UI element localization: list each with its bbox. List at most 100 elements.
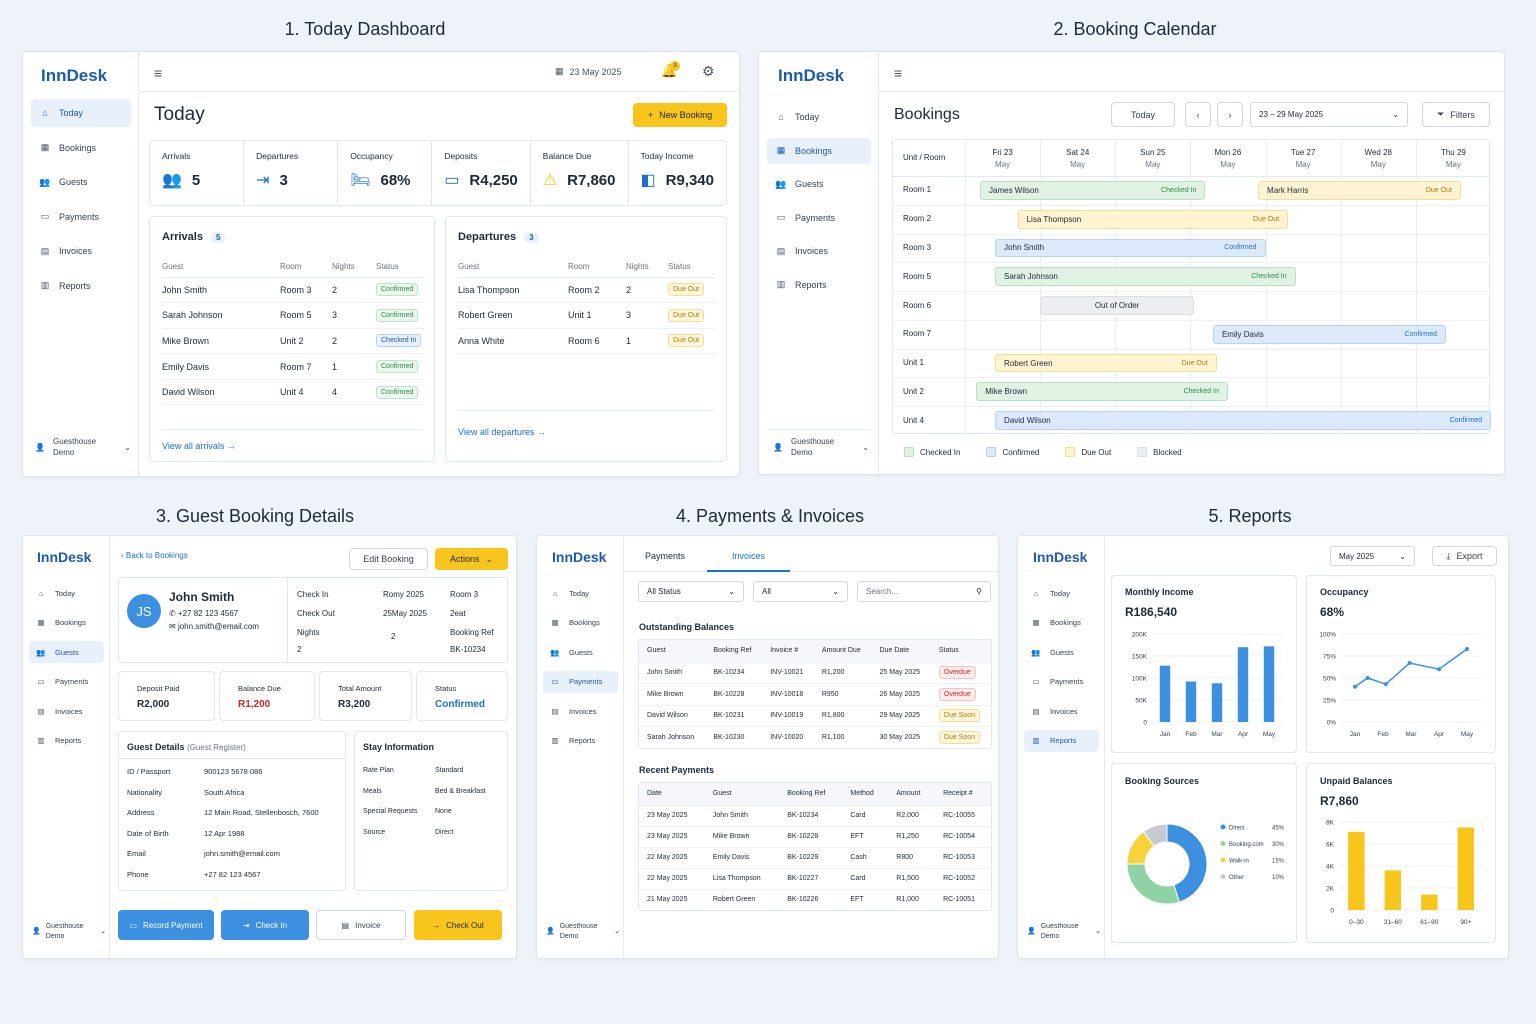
table-row[interactable]: Mike Brown BK-10228 INV-10018 R950 26 May 20… [639,683,991,706]
user-menu[interactable]: 👤 Guesthouse Demo ⌄ [1027,922,1101,942]
table-row[interactable]: Lisa Thompson Room 2 2 Due Out [458,277,716,303]
arrow-right-icon: → [226,441,236,451]
sidebar-item-today[interactable]: ⌂ Today [1024,582,1099,604]
sidebar-item-today[interactable]: ⌂ Today [29,582,104,604]
sidebar-item-reports[interactable]: ▥ Reports [29,730,104,752]
table-row[interactable]: Emily Davis Room 7 1 Confirmed [162,354,424,380]
back-to-bookings-link[interactable]: ‹ Back to Bookings [121,551,188,560]
status-filter-select[interactable]: All Status ⌄ [638,581,744,602]
table-row[interactable]: 22 May 2025 Emily Davis BK-10229 Cash R800 RC… [639,847,991,868]
booking-bar[interactable]: Emily Davis Confirmed [1212,324,1446,344]
table-row[interactable]: John Smith BK-10234 INV-10021 R1,200 25 May … [639,662,991,684]
user-menu[interactable]: 👤 Guesthouse Demo ⌄ [32,922,106,942]
filters-button[interactable]: ⏷ Filters [1422,102,1490,127]
table-row[interactable]: David Wilson Unit 4 4 Confirmed [162,379,424,405]
sidebar-item-invoices[interactable]: ▤ Invoices [29,700,104,722]
check-in-button[interactable]: ⇥ Check In [221,910,309,940]
sidebar-item-invoices[interactable]: ▤ Invoices [31,237,131,265]
actions-button[interactable]: Actions ⌄ [435,548,508,570]
status-badge: Overdue [938,666,976,680]
search-input[interactable]: Search... ⚲ [857,581,991,602]
table-row[interactable]: 22 May 2025 Lisa Thompson BK-10227 Card R1,5… [639,868,991,889]
tab-invoices[interactable]: Invoices [707,536,790,572]
table-row[interactable]: 23 May 2025 Mike Brown BK-10228 EFT R1,250 RC… [639,826,991,847]
sidebar-item-today[interactable]: ⌂ Today [767,104,871,130]
table-row[interactable]: Mike Brown Unit 2 2 Checked In [162,328,424,354]
type-filter-select[interactable]: All ⌄ [753,581,848,602]
invoice-button[interactable]: ▤ Invoice [316,910,406,940]
sidebar-item-payments[interactable]: ▭ Payments [31,203,131,231]
table-row[interactable]: 23 May 2025 John Smith BK-10234 Card R2,000 R… [639,805,991,826]
date-display[interactable]: ▦ 23 May 2025 [555,66,622,77]
sidebar-item-guests[interactable]: 👥 Guests [543,641,618,663]
sidebar-item-reports[interactable]: ▥ Reports [767,272,871,298]
booking-bar[interactable]: John Smith Confirmed [995,238,1266,258]
sidebar-item-payments[interactable]: ▭ Payments [1024,671,1099,693]
menu-icon[interactable]: ≡ [154,65,163,81]
sidebar-item-payments[interactable]: ▭ Payments [543,670,618,693]
booking-bar[interactable]: Robert Green Due Out [995,353,1217,373]
table-row[interactable]: Robert Green Unit 1 3 Due Out [458,303,716,329]
gear-icon[interactable]: ⚙ [702,63,715,79]
sidebar-item-reports[interactable]: ▥ Reports [1024,729,1099,752]
slice-value: 45% [1272,826,1285,832]
user-menu[interactable]: 👤 Guesthouse Demo ⌄ [773,436,869,458]
edit-booking-button[interactable]: Edit Booking [349,548,428,570]
sidebar-item-guests[interactable]: 👥 Guests [767,171,871,197]
booking-bar[interactable]: David Wilson Confirmed [995,411,1491,430]
view-all-arrivals-link[interactable]: View all arrivals → [162,441,236,451]
today-button[interactable]: Today [1111,102,1175,127]
sidebar-item-reports[interactable]: ▥ Reports [543,730,618,752]
sidebar-item-invoices[interactable]: ▤ Invoices [767,238,871,264]
booking-bar[interactable]: Out of Order [1040,296,1195,315]
check-out-button[interactable]: → Check Out [414,910,502,940]
table-cell: RC-10053 [943,854,975,861]
export-button[interactable]: ⤓ Export [1432,546,1497,566]
table-cell: BK-10231 [713,712,745,720]
calendar-panel: InnDesk ⌂ Today ▦ Bookings 👥 Guests ▭ Payments ▤… [758,51,1505,475]
sidebar-item-guests[interactable]: 👥 Guests [29,641,104,663]
sidebar-item-guests[interactable]: 👥 Guests [31,168,131,196]
wallet-icon: ◧ [640,172,656,189]
sidebar-item-bookings[interactable]: ▦ Bookings [31,134,131,162]
sidebar-item-guests[interactable]: 👥 Guests [1024,641,1099,663]
table-row[interactable]: Sarah Johnson Room 5 3 Confirmed [162,303,424,329]
sidebar-item-bookings[interactable]: ▦ Bookings [1024,612,1099,634]
booking-bar[interactable]: Lisa Thompson Due Out [1017,209,1289,229]
stay-label: Source [363,828,386,836]
sidebar-item-bookings[interactable]: ▦ Bookings [543,612,618,634]
record-payment-button[interactable]: ▭ Record Payment [118,910,214,940]
sidebar-item-bookings[interactable]: ▦ Bookings [767,137,871,164]
sidebar-item-today[interactable]: ⌂ Today [31,99,131,127]
tab-payments[interactable]: Payments [645,551,686,561]
date-range-select[interactable]: 23 – 29 May 2025 ⌄ [1250,102,1408,127]
sidebar-item-bookings[interactable]: ▦ Bookings [29,612,104,634]
booking-bar[interactable]: James Wilson Checked In [980,181,1206,200]
booking-bar[interactable]: Mark Harris Due Out [1258,181,1461,200]
table-row[interactable]: John Smith Room 3 2 Confirmed [162,277,424,303]
table-row[interactable]: Anna White Room 6 1 Due Out [458,328,716,354]
booking-bar[interactable]: Mike Brown Checked In [976,382,1228,402]
new-booking-button[interactable]: + New Booking [633,103,727,127]
stat-arrivals: Arrivals 👥 5 [150,141,243,205]
table-row[interactable]: David Wilson BK-10231 INV-10019 R1,800 29 Ma… [639,705,991,727]
sidebar-item-invoices[interactable]: ▤ Invoices [1024,700,1099,722]
month-select[interactable]: May 2025 ⌄ [1330,546,1415,566]
sidebar-item-invoices[interactable]: ▤ Invoices [543,700,618,722]
booking-bar[interactable]: Sarah Johnson Checked In [995,267,1296,287]
view-all-departures-link[interactable]: View all departures → [458,427,546,437]
sidebar-item-payments[interactable]: ▭ Payments [29,671,104,693]
prev-week-button[interactable]: ‹ [1185,102,1211,127]
sidebar-item-reports[interactable]: ▥ Reports [31,272,131,300]
user-name: Guesthouse [52,437,97,446]
user-menu[interactable]: 👤 Guesthouse Demo ⌄ [35,436,131,458]
occupancy-card: Occupancy 68% 0% 25% 50% 75% 100% Jan Feb Mar Ap… [1306,575,1496,753]
page-title: Bookings [894,106,960,123]
table-row[interactable]: Sarah Johnson BK-10230 INV-10020 R1,100 30 M… [639,726,991,749]
menu-icon[interactable]: ≡ [894,65,903,81]
next-week-button[interactable]: › [1217,102,1243,127]
sidebar-item-payments[interactable]: ▭ Payments [767,205,871,231]
user-menu[interactable]: 👤 Guesthouse Demo ⌄ [546,922,620,942]
table-row[interactable]: 21 May 2025 Robert Green BK-10226 EFT R1,000… [639,889,991,910]
sidebar-item-today[interactable]: ⌂ Today [543,582,618,604]
